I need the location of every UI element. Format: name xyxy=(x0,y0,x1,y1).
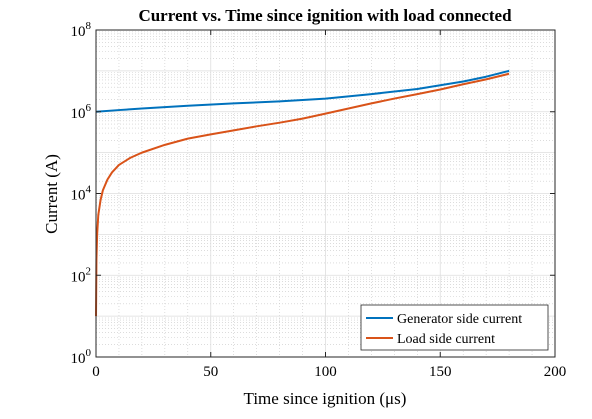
x-tick-label: 0 xyxy=(92,364,100,380)
series-line-generator xyxy=(95,69,510,113)
x-tick-label: 200 xyxy=(544,364,567,380)
y-tick-label: 106 xyxy=(71,102,92,122)
series-line-load xyxy=(95,72,510,317)
legend: Generator side current Load side current xyxy=(360,304,549,351)
x-tick-label: 50 xyxy=(203,364,218,380)
legend-label-load: Load side current xyxy=(397,332,495,347)
y-tick-label: 108 xyxy=(71,20,92,40)
series-lines xyxy=(95,69,510,317)
y-tick-label: 104 xyxy=(71,184,92,204)
tick-marks xyxy=(95,29,556,358)
legend-label-generator: Generator side current xyxy=(397,312,522,327)
y-tick-label: 102 xyxy=(71,265,92,285)
y-tick-label: 100 xyxy=(71,347,92,367)
y-tick-labels: 100 102 104 106 108 xyxy=(71,20,92,367)
x-tick-labels: 0 50 100 150 200 xyxy=(92,364,566,380)
legend-box xyxy=(360,304,549,351)
chart-title: Current vs. Time since ignition with loa… xyxy=(138,6,512,25)
y-axis-label: Current (A) xyxy=(42,154,61,234)
major-grid xyxy=(96,30,555,357)
x-axis-label: Time since ignition (μs) xyxy=(244,389,407,408)
x-tick-label: 100 xyxy=(314,364,337,380)
x-tick-label: 150 xyxy=(429,364,452,380)
